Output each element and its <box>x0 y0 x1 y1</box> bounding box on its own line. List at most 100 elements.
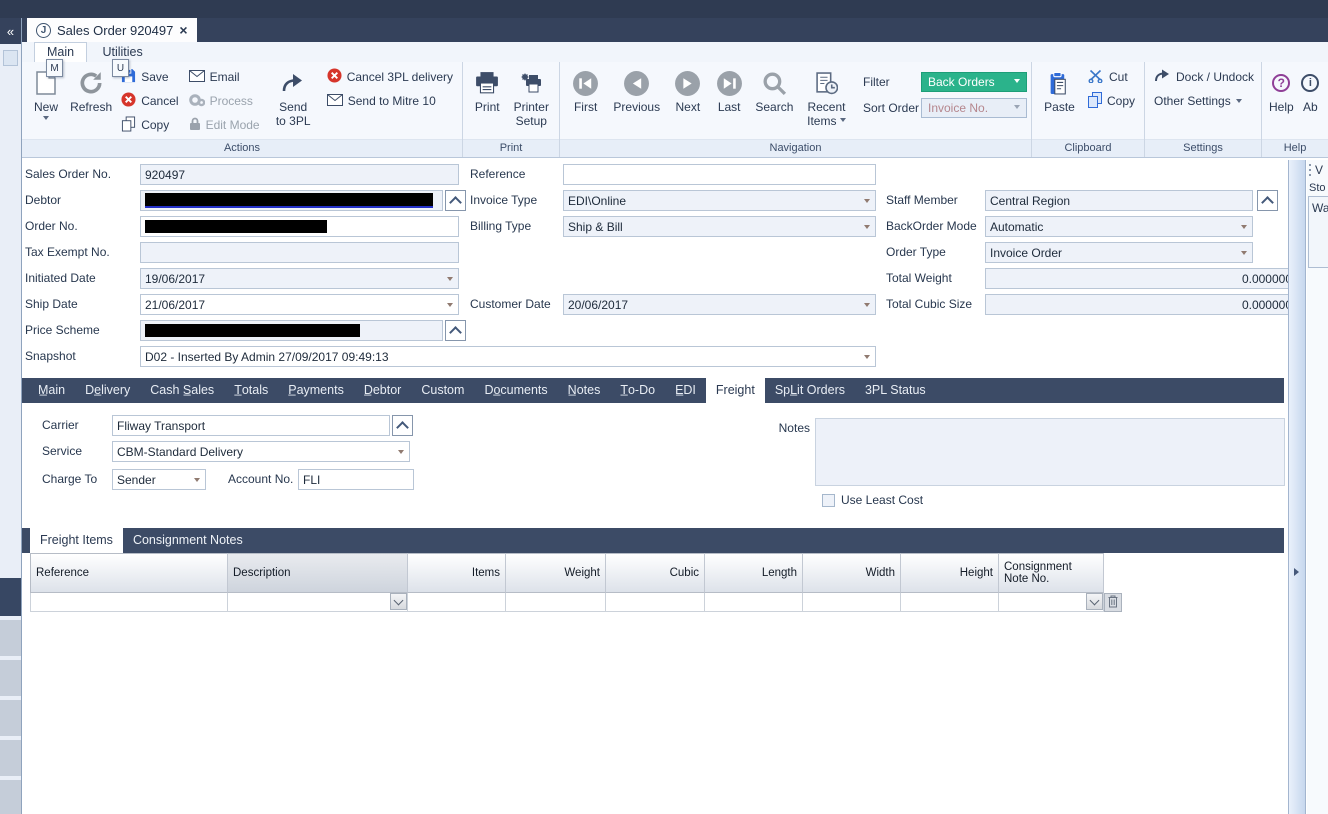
send-to-mitre-10-button[interactable]: Send to Mitre 10 <box>324 89 456 113</box>
carrier-field[interactable]: Fliway Transport <box>112 415 390 436</box>
tax-exempt-field[interactable] <box>140 242 459 263</box>
column-header-consignment-note-no[interactable]: Consignment Note No. <box>999 553 1104 593</box>
ship-date-combo[interactable]: 21/06/2017 <box>140 294 459 315</box>
printer-setup-button[interactable]: Printer Setup <box>508 65 555 139</box>
other-settings-button[interactable]: Other Settings <box>1151 89 1257 113</box>
account-no-field[interactable]: FLI <box>298 469 414 490</box>
sidebar-item[interactable] <box>0 700 21 736</box>
column-header-weight[interactable]: Weight <box>506 553 606 593</box>
staff-member-field[interactable]: Central Region <box>985 190 1253 211</box>
tab-to-do[interactable]: T̲o-Do <box>620 383 656 397</box>
copy-clipboard-button[interactable]: Copy <box>1085 89 1138 113</box>
customer-date-combo[interactable]: 20/06/2017 <box>563 294 876 315</box>
edit-mode-button[interactable]: Edit Mode <box>186 113 263 137</box>
first-button[interactable]: First <box>564 65 607 139</box>
column-header-height[interactable]: Height <box>901 553 999 593</box>
total-cubic-size-field[interactable]: 0.000000 <box>985 294 1297 315</box>
tab-payments[interactable]: P̲ayments <box>288 383 344 397</box>
initiated-date-combo[interactable]: 19/06/2017 <box>140 268 459 289</box>
snapshot-combo[interactable]: D02 - Inserted By Admin 27/09/2017 09:49… <box>140 346 876 367</box>
close-icon[interactable]: × <box>179 22 188 38</box>
tab-debtor[interactable]: D̲ebtor <box>363 383 402 397</box>
sidebar-mini-box[interactable] <box>3 50 18 66</box>
send-to-3pl-button[interactable]: Send to 3PL <box>271 65 316 139</box>
paste-button[interactable]: Paste <box>1036 65 1083 139</box>
cell-items[interactable] <box>408 593 506 612</box>
collapse-pane-button[interactable]: « <box>0 18 21 44</box>
total-weight-field[interactable]: 0.000000 <box>985 268 1297 289</box>
order-type-combo[interactable]: Invoice Order <box>985 242 1253 263</box>
cell-width[interactable] <box>803 593 901 612</box>
filter-combo[interactable]: Back Orders <box>921 72 1027 92</box>
tab-notes[interactable]: N̲otes <box>567 383 601 397</box>
reference-field[interactable] <box>563 164 876 185</box>
cell-reference[interactable] <box>30 593 228 612</box>
cell-description[interactable] <box>228 593 408 612</box>
backorder-mode-combo[interactable]: Automatic <box>985 216 1253 237</box>
carrier-lookup-button[interactable] <box>392 415 413 436</box>
next-button[interactable]: Next <box>666 65 709 139</box>
sidebar-item-selected[interactable] <box>0 578 21 616</box>
drag-handle-icon[interactable] <box>1309 163 1311 177</box>
invoice-type-combo[interactable]: EDI\Online <box>563 190 876 211</box>
tab-edi[interactable]: E̲DI <box>675 383 696 397</box>
sub-tab-consignment-notes[interactable]: Consignment Notes <box>132 533 243 547</box>
panel-splitter[interactable] <box>1288 160 1306 814</box>
charge-to-combo[interactable]: Sender <box>112 469 206 490</box>
cell-consignment-note-no[interactable] <box>999 593 1104 612</box>
cell-cubic[interactable] <box>606 593 705 612</box>
sub-tab-freight-items[interactable]: Freight Items <box>30 528 123 553</box>
billing-type-combo[interactable]: Ship & Bill <box>563 216 876 237</box>
ribbon-tab-utilities[interactable]: Utilities <box>102 45 143 59</box>
service-combo[interactable]: CBM-Standard Delivery <box>112 441 410 462</box>
cancel-button[interactable]: Cancel <box>118 89 181 113</box>
debtor-field[interactable] <box>140 190 443 211</box>
cell-length[interactable] <box>705 593 803 612</box>
tab-custom[interactable]: Custom <box>421 383 465 397</box>
recent-items-button[interactable]: Recent Items <box>800 65 853 139</box>
help-button[interactable]: ? Help <box>1269 74 1294 114</box>
cut-button[interactable]: Cut <box>1085 65 1138 89</box>
sales-order-no-field[interactable]: 920497 <box>140 164 459 185</box>
cell-weight[interactable] <box>506 593 606 612</box>
tab-split-orders[interactable]: SpL̲it Orders <box>774 383 845 397</box>
sidebar-item[interactable] <box>0 740 21 776</box>
about-button[interactable]: i Ab <box>1297 65 1324 139</box>
staff-member-lookup-button[interactable] <box>1257 190 1278 211</box>
sidebar-item[interactable] <box>0 780 21 814</box>
sidebar-item[interactable] <box>0 620 21 656</box>
consignment-dropdown-button[interactable] <box>1086 593 1103 610</box>
cancel-3pl-delivery-button[interactable]: Cancel 3PL delivery <box>324 65 456 89</box>
use-least-cost-checkbox[interactable] <box>822 494 835 507</box>
document-tab-sales-order[interactable]: J Sales Order 920497 × <box>27 18 197 42</box>
tab-cash-sales[interactable]: Cash S̲ales <box>150 383 215 397</box>
column-header-cubic[interactable]: Cubic <box>606 553 705 593</box>
refresh-button[interactable]: Refresh <box>66 65 116 139</box>
tab-main[interactable]: M̲ain <box>38 383 66 397</box>
cell-height[interactable] <box>901 593 999 612</box>
dock-undock-button[interactable]: Dock / Undock <box>1151 65 1257 89</box>
search-button[interactable]: Search <box>749 65 800 139</box>
email-button[interactable]: Email <box>186 65 263 89</box>
print-button[interactable]: Print <box>467 65 508 139</box>
column-header-items[interactable]: Items <box>408 553 506 593</box>
delete-row-button[interactable] <box>1104 593 1122 612</box>
previous-button[interactable]: Previous <box>607 65 666 139</box>
tab-totals[interactable]: T̲otals <box>234 383 269 397</box>
tab-freight[interactable]: Freight <box>705 378 765 403</box>
column-header-width[interactable]: Width <box>803 553 901 593</box>
copy-button[interactable]: Copy <box>118 113 181 137</box>
notes-textarea[interactable] <box>815 418 1285 486</box>
tab-delivery[interactable]: De̲livery <box>85 383 131 397</box>
price-scheme-field[interactable] <box>140 320 443 341</box>
tab-3pl-status[interactable]: 3PL Status <box>864 383 926 397</box>
column-header-reference[interactable]: Reference <box>30 553 228 593</box>
sidebar-item[interactable] <box>0 660 21 696</box>
column-header-description[interactable]: Description <box>228 553 408 593</box>
order-no-field[interactable] <box>140 216 459 237</box>
debtor-lookup-button[interactable] <box>445 190 466 211</box>
price-scheme-lookup-button[interactable] <box>445 320 466 341</box>
last-button[interactable]: Last <box>709 65 748 139</box>
sort-order-combo[interactable]: Invoice No. <box>921 98 1027 118</box>
column-header-length[interactable]: Length <box>705 553 803 593</box>
